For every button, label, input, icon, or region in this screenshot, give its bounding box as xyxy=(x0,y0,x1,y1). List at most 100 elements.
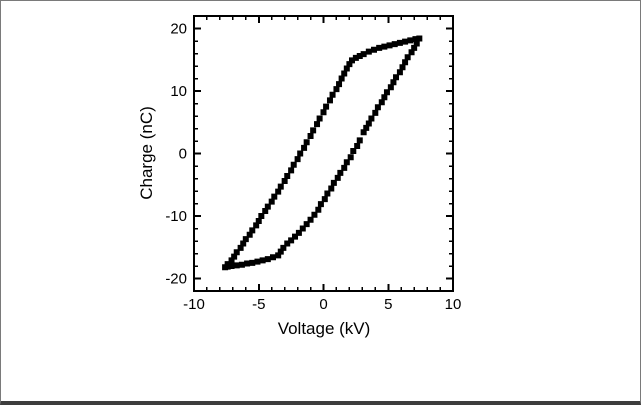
data-point-marker xyxy=(360,51,367,58)
data-point-marker xyxy=(228,257,235,264)
data-point-marker xyxy=(280,244,287,251)
data-point-marker xyxy=(277,248,284,255)
data-point-marker xyxy=(333,86,340,93)
data-point-marker xyxy=(408,49,415,56)
data-point-marker xyxy=(399,64,406,71)
data-point-marker xyxy=(412,36,419,43)
data-point-marker xyxy=(310,127,317,134)
data-point-marker xyxy=(343,65,350,72)
data-point-marker xyxy=(317,201,324,208)
x-tick-label: -10 xyxy=(183,296,205,313)
data-point-marker xyxy=(311,211,318,218)
data-point-marker xyxy=(347,154,354,161)
data-point-marker xyxy=(295,229,302,236)
data-point-marker xyxy=(386,42,393,49)
y-tick-label: 10 xyxy=(170,83,187,100)
data-point-marker xyxy=(262,208,269,214)
lissajous-chart: -10 -5 0 5 10 -20 -10 0 10 20 xyxy=(165,15,462,313)
data-point-marker xyxy=(365,120,372,127)
data-point-marker xyxy=(338,75,345,82)
data-point-marker xyxy=(323,103,330,110)
data-point-marker xyxy=(275,252,282,259)
data-point-marker xyxy=(249,227,256,234)
data-point-marker xyxy=(404,54,411,61)
data-point-marker xyxy=(326,97,333,104)
data-point-marker xyxy=(343,159,350,166)
x-axis-title: Voltage (kV) xyxy=(277,319,371,338)
data-point-marker xyxy=(328,185,335,192)
data-point-marker xyxy=(237,244,244,251)
data-point-marker xyxy=(348,57,355,64)
data-point-marker xyxy=(292,233,299,240)
data-point-marker xyxy=(374,104,381,111)
data-point-marker xyxy=(249,259,256,266)
data-point-marker xyxy=(387,84,394,91)
data-point-marker xyxy=(378,99,385,106)
data-point-marker xyxy=(284,173,291,179)
data-point-marker xyxy=(390,79,397,86)
data-point-marker xyxy=(315,206,322,213)
data-point-marker xyxy=(413,40,420,47)
data-point-marker xyxy=(360,129,367,136)
data-point-marker xyxy=(277,183,284,190)
data-point-marker xyxy=(402,38,409,45)
data-point-marker xyxy=(376,44,383,51)
data-point-marker xyxy=(275,188,282,195)
data-point-marker xyxy=(307,216,314,223)
data-point-marker xyxy=(381,94,388,101)
data-point-marker xyxy=(254,258,261,265)
data-point-marker xyxy=(381,43,388,50)
data-point-marker xyxy=(255,218,262,224)
data-point-marker xyxy=(264,256,271,263)
data-point-marker xyxy=(246,231,253,238)
data-point-marker xyxy=(393,74,400,81)
y-tick-label: -20 xyxy=(165,271,187,288)
data-point-marker xyxy=(350,148,357,154)
data-point-marker xyxy=(368,115,375,122)
data-point-marker xyxy=(336,81,343,88)
data-point-marker xyxy=(238,261,245,268)
data-point-marker xyxy=(391,41,398,48)
data-point-marker xyxy=(411,44,418,51)
data-point-marker xyxy=(303,221,310,228)
data-point-marker xyxy=(334,174,341,181)
data-point-marker xyxy=(259,257,266,264)
data-point-marker xyxy=(297,150,304,157)
data-point-marker xyxy=(402,59,409,66)
data-point-marker xyxy=(269,254,276,261)
data-point-marker xyxy=(371,46,378,53)
data-point-marker xyxy=(356,53,363,59)
y-tick-label: 0 xyxy=(179,146,187,163)
x-tick-label: 0 xyxy=(319,296,327,313)
data-point-marker xyxy=(314,121,321,128)
data-point-marker xyxy=(316,115,323,122)
data-point-marker xyxy=(341,70,348,77)
x-tick-label: 10 xyxy=(445,296,462,313)
data-point-marker xyxy=(299,225,306,232)
data-point-marker xyxy=(244,260,251,267)
data-point-marker xyxy=(354,143,361,149)
data-point-marker xyxy=(337,169,344,176)
data-point-marker xyxy=(363,124,370,131)
figure-caption: Figure 2. Lissajous plot for DBD operate… xyxy=(10,357,640,401)
data-point-marker xyxy=(294,156,301,163)
data-point-marker xyxy=(271,193,278,200)
data-point-marker xyxy=(365,48,372,55)
data-point-marker xyxy=(264,203,271,210)
data-point-marker xyxy=(290,161,297,168)
data-point-marker xyxy=(416,35,423,42)
x-tick-label: -5 xyxy=(252,296,265,313)
data-point-marker xyxy=(346,61,353,68)
data-point-marker xyxy=(281,178,288,184)
data-point-marker xyxy=(268,198,275,205)
data-point-marker xyxy=(233,249,240,256)
y-tick-label: -10 xyxy=(165,208,187,225)
data-point-marker xyxy=(383,89,390,96)
data-point-marker xyxy=(288,237,295,244)
data-point-marker xyxy=(303,139,310,146)
x-tick-label: 5 xyxy=(384,296,392,313)
caption-line-1: Figure 2. Lissajous plot for DBD operate… xyxy=(10,400,640,401)
y-axis-title: Charge (nC) xyxy=(137,106,156,200)
data-point-marker xyxy=(307,133,314,139)
